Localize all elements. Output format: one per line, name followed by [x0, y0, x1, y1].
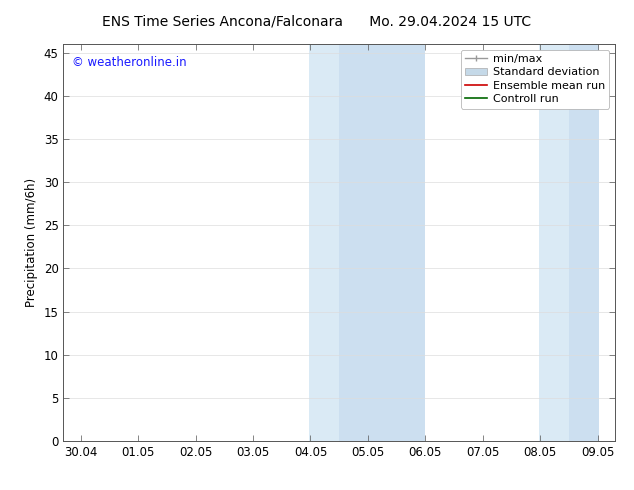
Legend: min/max, Standard deviation, Ensemble mean run, Controll run: min/max, Standard deviation, Ensemble me…: [460, 49, 609, 109]
Y-axis label: Precipitation (mm/6h): Precipitation (mm/6h): [25, 178, 38, 307]
Bar: [569, 44, 600, 441]
Bar: [309, 44, 339, 441]
Text: © weatheronline.in: © weatheronline.in: [72, 56, 186, 69]
Text: ENS Time Series Ancona/Falconara      Mo. 29.04.2024 15 UTC: ENS Time Series Ancona/Falconara Mo. 29.…: [103, 15, 531, 29]
Bar: [538, 44, 569, 441]
Bar: [339, 44, 425, 441]
